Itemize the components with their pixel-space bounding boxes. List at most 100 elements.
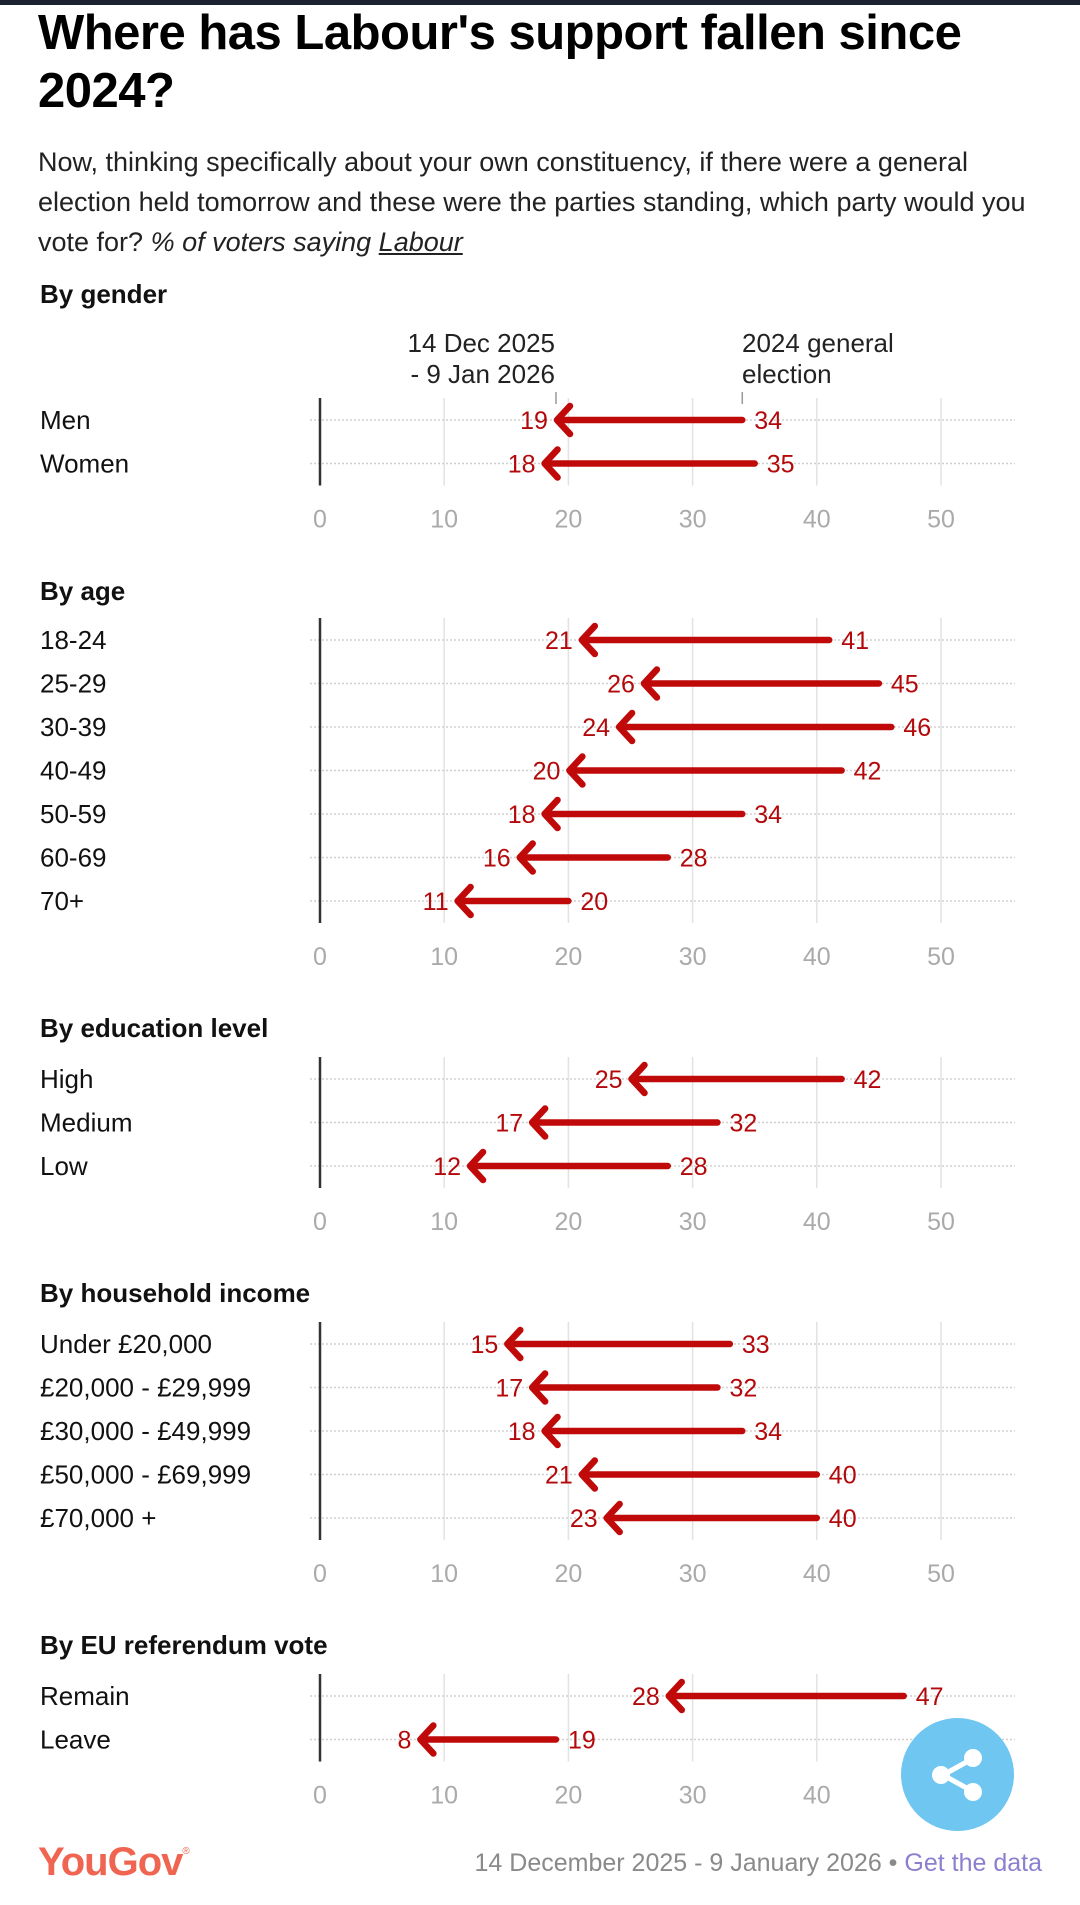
x-tick-label: 50 [927, 506, 955, 534]
x-tick-label: 40 [803, 943, 831, 971]
x-tick-label: 30 [679, 506, 707, 534]
value-current: 23 [570, 1505, 598, 1533]
value-2024: 28 [680, 1153, 708, 1181]
value-current: 18 [508, 451, 536, 479]
value-current: 16 [483, 845, 511, 873]
value-2024: 34 [754, 407, 782, 435]
arrow-head [417, 1722, 437, 1757]
share-icon [932, 1749, 982, 1801]
value-2024: 20 [580, 888, 608, 916]
arrow-head [665, 1678, 686, 1714]
value-current: 15 [470, 1331, 498, 1359]
x-tick-label: 0 [313, 506, 327, 534]
footer-separator: • [881, 1849, 905, 1877]
arrow-head [578, 622, 599, 658]
value-current: 21 [545, 1462, 573, 1490]
section-title: By gender [40, 279, 167, 309]
top-status-bar [0, 0, 1080, 5]
value-2024: 35 [767, 451, 795, 479]
legend-current-line2: - 9 Jan 2026 [410, 359, 555, 389]
arrow-head [528, 1370, 549, 1405]
value-current: 8 [397, 1727, 411, 1755]
row-label: £50,000 - £69,999 [40, 1460, 251, 1490]
row-label: Men [40, 405, 91, 435]
x-tick-label: 40 [803, 1208, 831, 1236]
value-2024: 33 [742, 1331, 770, 1359]
value-current: 12 [433, 1153, 461, 1181]
x-tick-label: 10 [430, 1560, 458, 1588]
section-title: By age [40, 576, 125, 606]
value-current: 28 [632, 1683, 660, 1711]
arrow-head [603, 1500, 623, 1536]
value-2024: 34 [754, 801, 782, 829]
arrow-head [615, 709, 636, 745]
value-2024: 40 [829, 1462, 857, 1490]
row-label: Medium [40, 1108, 132, 1138]
value-2024: 47 [916, 1683, 944, 1711]
page-title: Where has Labour's support fallen since … [38, 6, 962, 118]
value-2024: 34 [754, 1418, 782, 1446]
share-button[interactable] [901, 1718, 1014, 1831]
chart-group-by-education-level: By education level High 42 25 Medium 32 17 Low 2… [40, 1013, 1015, 1236]
arrow-head [578, 1457, 599, 1492]
x-tick-label: 30 [679, 943, 707, 971]
chart-group-by-age: By age 18-24 41 21 25-29 45 26 30-39 46 24 40-49 42… [40, 576, 1015, 971]
arrow-head [504, 1326, 524, 1362]
x-tick-label: 20 [554, 943, 582, 971]
subtitle-measure: % of voters saying [150, 227, 379, 257]
arrow-head [454, 883, 474, 919]
value-2024: 42 [854, 1066, 882, 1094]
arrow-head [541, 796, 561, 832]
value-current: 17 [495, 1375, 523, 1403]
arrow-head [466, 1148, 487, 1184]
arrow-head [516, 840, 536, 875]
x-tick-label: 0 [313, 1208, 327, 1236]
legend-past-line2: election [742, 359, 832, 389]
value-current: 20 [533, 758, 561, 786]
row-label: 30-39 [40, 712, 107, 742]
arrow-head [541, 446, 561, 481]
row-label: 25-29 [40, 669, 107, 699]
chart-area: 14 Dec 2025 - 9 Jan 2026 2024 general el… [40, 279, 1015, 1810]
yougov-logo: YouGov® [38, 1840, 190, 1885]
chart-subtitle: Now, thinking specifically about your ow… [38, 142, 1048, 262]
subtitle-question: Now, thinking specifically about your ow… [38, 147, 1026, 257]
section-title: By education level [40, 1013, 268, 1043]
footer-date-range: 14 December 2025 - 9 January 2026 [474, 1849, 882, 1877]
value-current: 18 [508, 801, 536, 829]
row-label: Leave [40, 1725, 111, 1755]
row-label: Remain [40, 1681, 130, 1711]
row-label: Under £20,000 [40, 1329, 212, 1359]
row-label: Women [40, 449, 129, 479]
x-tick-label: 10 [430, 1208, 458, 1236]
x-tick-label: 40 [803, 506, 831, 534]
arrow-head [528, 1105, 549, 1140]
value-current: 26 [607, 671, 635, 699]
chart-group-by-eu-referendum-vote: By EU referendum vote Remain 47 28 Leave 19 8 0… [40, 1630, 1015, 1810]
legend: 14 Dec 2025 - 9 Jan 2026 2024 general el… [408, 328, 894, 389]
row-label: 40-49 [40, 756, 107, 786]
x-tick-label: 50 [927, 1208, 955, 1236]
row-label: £70,000 + [40, 1503, 156, 1533]
footer-source: 14 December 2025 - 9 January 2026 • Get … [475, 1849, 1042, 1878]
arrow-head [628, 1061, 648, 1097]
arrow-head [553, 402, 574, 438]
row-label: 50-59 [40, 799, 107, 829]
arrow-head [541, 1413, 561, 1449]
row-label: 70+ [40, 886, 84, 916]
x-tick-label: 10 [430, 943, 458, 971]
value-2024: 28 [680, 845, 708, 873]
row-label: 18-24 [40, 625, 107, 655]
value-current: 19 [520, 407, 548, 435]
chart-group-by-household-income: By household income Under £20,000 33 15 £20,… [40, 1278, 1015, 1588]
logo-registered-mark: ® [182, 1846, 189, 1857]
get-the-data-link[interactable]: Get the data [904, 1849, 1042, 1877]
value-current: 18 [508, 1418, 536, 1446]
x-tick-label: 0 [313, 1560, 327, 1588]
legend-past-line1: 2024 general [742, 328, 894, 358]
x-tick-label: 40 [803, 1560, 831, 1588]
value-2024: 32 [729, 1375, 757, 1403]
x-tick-label: 0 [313, 1782, 327, 1810]
value-2024: 41 [841, 627, 869, 655]
arrow-head [640, 666, 661, 701]
